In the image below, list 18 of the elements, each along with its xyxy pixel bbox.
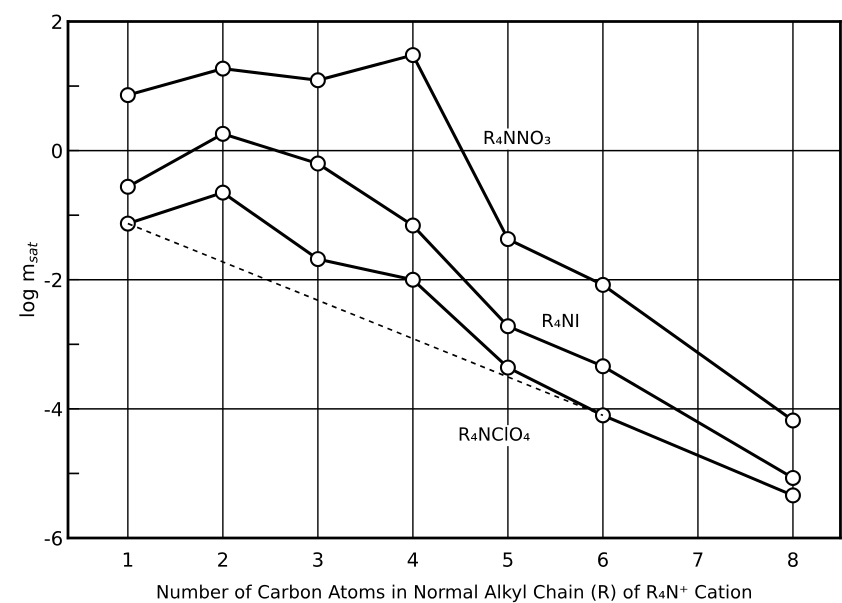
series-label: R₄NI: [543, 314, 578, 328]
x-tick-label: 8: [788, 552, 798, 567]
y-tick-label: 2: [52, 14, 62, 29]
y-tick-label: -2: [44, 272, 62, 288]
x-axis-title: Number of Carbon Atoms in Normal Alkyl Chain (R) of R₄N⁺ Cation: [158, 584, 752, 602]
y-tick-label: -4: [44, 402, 62, 416]
y-tick-label: 0: [52, 144, 62, 158]
x-tick-label: 4: [408, 552, 418, 567]
x-tick-label: 7: [693, 552, 702, 567]
x-tick-label: 1: [124, 552, 132, 567]
y-tick-label: -6: [44, 530, 62, 546]
x-tick-label: 2: [218, 552, 228, 567]
text: R₄NClO₄: [460, 426, 530, 441]
y-axis-title: log m$_{sat}$: [19, 242, 38, 316]
x-tick-label: 3: [313, 552, 323, 567]
x-tick-label: 5: [503, 552, 512, 567]
x-tick-label: 6: [598, 552, 608, 567]
series-label: R₄NNO₃: [484, 130, 550, 144]
